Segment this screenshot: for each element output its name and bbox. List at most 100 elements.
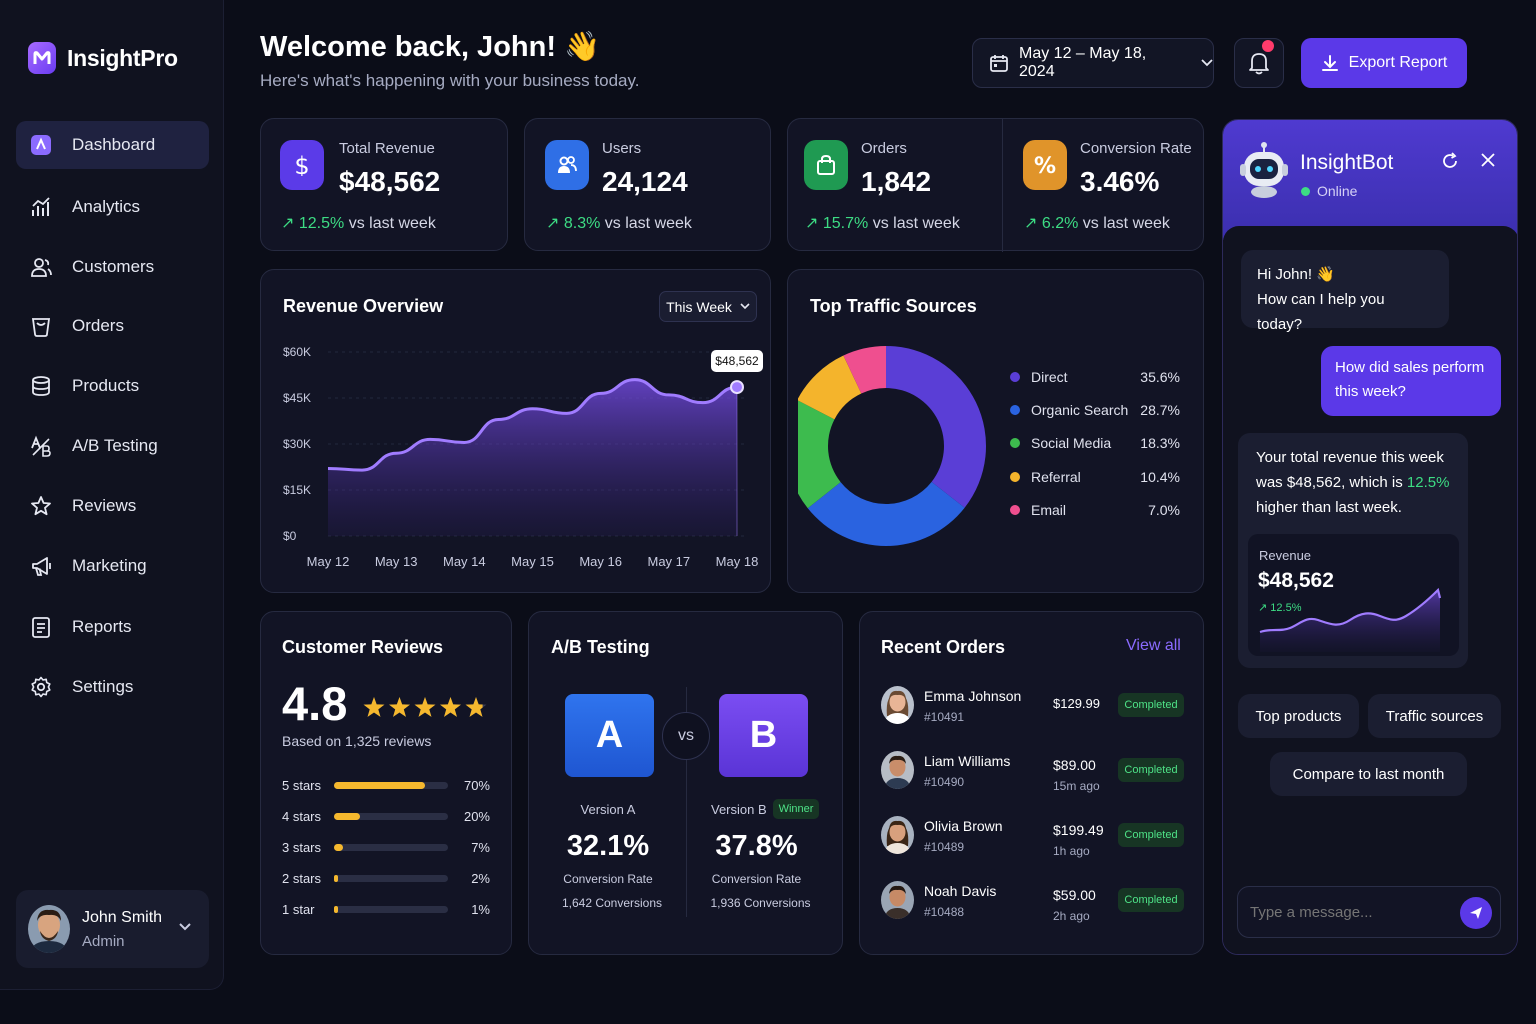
stat-value-orders: 1,842 [861,166,932,197]
version-a-tile[interactable]: A [565,694,654,777]
user-card[interactable]: John Smith Admin [16,890,209,968]
trend-up-icon: ↗ [1024,215,1042,232]
export-report-button[interactable]: Export Report [1301,38,1467,88]
order-amount: $89.00 [1053,757,1096,773]
status-badge: Completed [1118,823,1184,847]
sidebar-item-reviews[interactable]: Reviews [16,482,209,530]
chevron-down-icon[interactable] [178,922,192,932]
winner-badge: Winner [773,799,819,819]
period-label: This Week [666,298,732,315]
svg-text:%: % [1034,154,1056,176]
stat-label-total-revenue: Total Revenue [339,140,435,157]
rating-percent: 7% [471,839,490,855]
suggestion-traffic-sources[interactable]: Traffic sources [1368,694,1501,738]
traffic-sources-card: Top Traffic Sources [787,269,1204,593]
customer-name: Olivia Brown [924,818,1003,834]
rating-stars [363,696,491,720]
version-a-label: Version A [580,802,636,817]
donut-slice-email[interactable] [843,346,886,394]
bot-message-line2: How can I help you today? [1257,291,1385,333]
send-button[interactable] [1460,897,1492,929]
legend-dot [1010,472,1020,482]
customer-avatar [881,751,914,789]
sidebar-item-marketing[interactable]: Marketing [16,542,209,590]
order-time: 15m ago [1053,779,1100,793]
revenue-chart: $60K $45K $30K $15K $0 May 12 May 13 May 14 May… [283,345,758,569]
period-select[interactable]: This Week [659,291,757,322]
logo-icon [28,42,56,74]
sidebar-item-label: Dashboard [72,135,156,154]
divider [686,687,687,917]
version-b-conversions: 1,936 Conversions [710,896,811,910]
version-b-tile[interactable]: B [719,694,808,777]
donut-slice-direct[interactable] [886,346,986,508]
order-row-liam-williams[interactable]: Liam Williams #10490 $89.00 15m ago Complete… [880,751,1186,797]
ab-testing-icon [30,435,52,457]
order-row-olivia-brown[interactable]: Olivia Brown #10489 $199.49 1h ago Completed [880,816,1186,862]
trend-up-icon: ↗ [281,215,299,232]
version-a-rate: 32.1% [566,830,650,862]
legend-dot [1010,438,1020,448]
legend-item-social-media: Social Media 18.3% [1010,433,1180,453]
view-all-link[interactable]: View all [1126,637,1181,654]
suggestion-top-products[interactable]: Top products [1238,694,1359,738]
order-amount: $129.99 [1053,696,1100,711]
sidebar-item-dashboard[interactable]: Dashboard [16,121,209,169]
suggestion-compare-last-month[interactable]: Compare to last month [1270,752,1467,796]
close-icon[interactable] [1480,152,1496,168]
order-row-noah-davis[interactable]: Noah Davis #10488 $59.00 2h ago Completed [880,881,1186,927]
revenue-overview-title: Revenue Overview [283,296,444,316]
user-message: How did sales perform this week? [1321,346,1501,416]
ab-testing-title: A/B Testing [551,637,650,657]
bot-reply-text-end: higher than last week. [1256,499,1402,516]
rating-bar-track [334,812,448,820]
chat-message-input[interactable] [1250,901,1450,923]
bot-reply-percent: 12.5% [1406,474,1450,491]
refresh-icon[interactable] [1441,152,1459,170]
order-row-emma-johnson[interactable]: Emma Johnson #10491 $129.99 Completed [880,686,1186,732]
revenue-overview-card: Revenue Overview This Week $60K $45K $30K $… [260,269,771,593]
sidebar-item-label: Marketing [72,556,147,575]
revenue-point-latest[interactable] [730,380,744,395]
vs-badge: vs [662,712,710,760]
revenue-tooltip: $48,562 [711,350,763,373]
percent-icon: % [1023,140,1067,190]
donut-slice-organic-search[interactable] [807,481,965,546]
legend-dot [1010,372,1020,382]
legend-item-referral: Referral 10.4% [1010,467,1180,487]
donut-slice-social-media[interactable] [798,400,841,509]
stat-value-total-revenue: $48,562 [339,166,441,197]
donut-slice-referral[interactable] [798,355,862,420]
version-b-rate: 37.8% [715,830,798,862]
order-id: #10489 [924,840,965,854]
y-tick-label: $60K [283,345,311,359]
date-range-picker[interactable]: May 12 – May 18, 2024 [972,38,1214,88]
notifications-button[interactable] [1234,38,1284,88]
sidebar-item-a-b-testing[interactable]: A/B Testing [16,422,209,470]
legend-value: 28.7% [1140,402,1180,418]
legend-value: 18.3% [1140,435,1180,451]
sidebar-item-reports[interactable]: Reports [16,603,209,651]
customer-name: Noah Davis [924,883,997,899]
notification-badge [1262,40,1274,52]
svg-text:$: $ [294,154,309,176]
products-icon [30,375,52,397]
mini-revenue-change: ↗ 12.5% [1258,602,1302,614]
x-tick-label: May 15 [511,554,554,569]
x-tick-label: May 12 [307,554,350,569]
bot-status: Online [1301,183,1357,199]
customer-name: Liam Williams [924,753,1011,769]
sidebar-item-orders[interactable]: Orders [16,302,209,350]
sidebar-item-customers[interactable]: Customers [16,243,209,291]
sidebar-item-label: A/B Testing [72,436,158,455]
sidebar-item-settings[interactable]: Settings [16,663,209,711]
mini-revenue-sparkline [1259,587,1442,652]
user-name: John Smith [82,908,163,926]
sidebar-item-products[interactable]: Products [16,362,209,410]
y-tick-label: $15K [283,483,311,497]
order-time: 1h ago [1053,844,1090,858]
sidebar-item-analytics[interactable]: Analytics [16,183,209,231]
logo[interactable]: InsightPro [28,42,178,74]
user-role: Admin [82,932,125,950]
